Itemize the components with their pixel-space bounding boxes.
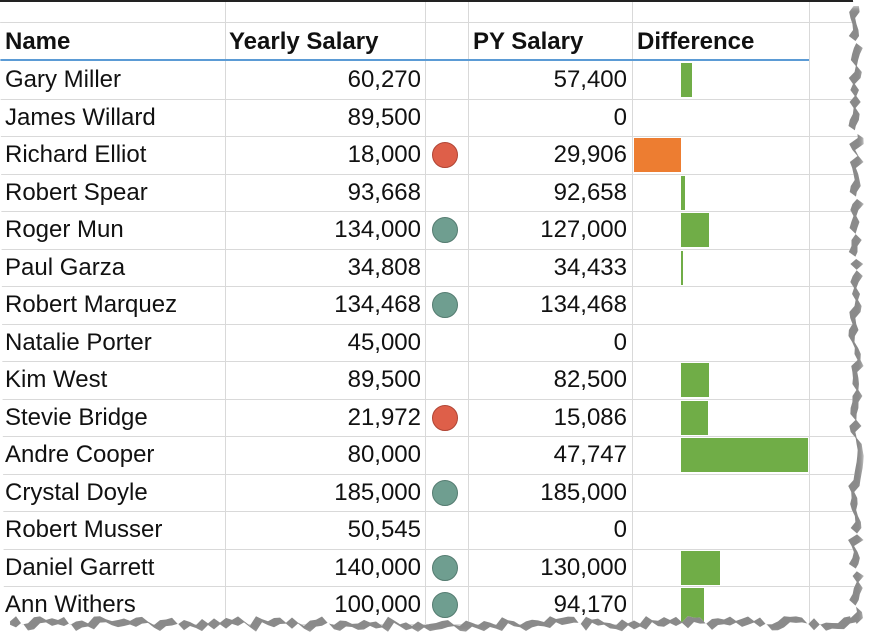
cell-py-salary[interactable]: 0 xyxy=(613,328,627,356)
cell-name[interactable]: Andre Cooper xyxy=(5,441,155,468)
header-border xyxy=(0,59,809,61)
cell-py-salary[interactable]: 185,000 xyxy=(540,478,627,506)
cell-py-salary[interactable]: 15,086 xyxy=(553,403,627,431)
cell-yearly-salary[interactable]: 21,972 xyxy=(347,403,421,431)
cell-name[interactable]: Robert Musser xyxy=(5,516,163,543)
cell-py-salary[interactable]: 82,500 xyxy=(553,366,627,393)
cell-yearly-salary[interactable]: 45,000 xyxy=(347,328,421,356)
gridline xyxy=(0,586,858,587)
difference-data-bar xyxy=(681,363,709,397)
difference-data-bar xyxy=(681,550,721,585)
gridline xyxy=(468,2,469,626)
gridline xyxy=(0,99,858,100)
difference-data-bar xyxy=(681,63,693,97)
difference-data-bar xyxy=(681,213,709,247)
header-name[interactable]: Name xyxy=(5,28,71,55)
cell-yearly-salary[interactable]: 89,500 xyxy=(347,366,421,393)
spreadsheet: Name Yearly Salary PY Salary Difference … xyxy=(0,0,858,626)
teal-circle-icon xyxy=(432,217,458,243)
cell-name[interactable]: Kim West xyxy=(5,366,108,393)
cell-py-salary[interactable]: 47,747 xyxy=(553,441,627,468)
cell-name[interactable]: Stevie Bridge xyxy=(5,403,148,431)
cell-name[interactable]: Gary Miller xyxy=(5,66,122,93)
gridline xyxy=(0,399,858,400)
cell-name[interactable]: Robert Spear xyxy=(5,178,148,206)
header-yearly-salary[interactable]: Yearly Salary xyxy=(229,28,379,55)
gridline xyxy=(0,361,858,362)
gridline xyxy=(0,549,858,550)
cell-yearly-salary[interactable]: 80,000 xyxy=(347,441,421,468)
red-circle-icon xyxy=(432,404,458,431)
difference-data-bar xyxy=(681,400,709,435)
cell-py-salary[interactable]: 134,468 xyxy=(540,291,627,318)
teal-circle-icon xyxy=(432,592,458,618)
cell-yearly-salary[interactable]: 100,000 xyxy=(334,591,421,618)
cell-name[interactable]: Richard Elliot xyxy=(5,141,147,168)
gridline xyxy=(0,174,858,175)
teal-circle-icon xyxy=(432,292,458,318)
cell-name[interactable]: Ann Withers xyxy=(5,591,136,618)
gridline xyxy=(425,2,426,626)
cell-name[interactable]: Daniel Garrett xyxy=(5,553,155,581)
cell-yearly-salary[interactable]: 134,000 xyxy=(334,216,421,243)
gridline xyxy=(0,511,858,512)
cell-name[interactable]: Crystal Doyle xyxy=(5,478,148,506)
difference-data-bar xyxy=(681,175,685,210)
cell-py-salary[interactable]: 127,000 xyxy=(540,216,627,243)
cell-yearly-salary[interactable]: 93,668 xyxy=(347,178,421,206)
cell-py-salary[interactable]: 92,658 xyxy=(553,178,627,206)
gridline xyxy=(225,2,226,626)
cell-yearly-salary[interactable]: 134,468 xyxy=(334,291,421,318)
gridline xyxy=(0,22,858,23)
difference-data-bar xyxy=(681,438,808,472)
cell-name[interactable]: Roger Mun xyxy=(5,216,124,243)
header-py-salary[interactable]: PY Salary xyxy=(473,28,584,55)
cell-py-salary[interactable]: 94,170 xyxy=(553,591,627,618)
cell-name[interactable]: James Willard xyxy=(5,103,156,131)
cell-py-salary[interactable]: 29,906 xyxy=(553,141,627,168)
difference-data-bar xyxy=(681,588,704,622)
cell-name[interactable]: Robert Marquez xyxy=(5,291,178,318)
cell-py-salary[interactable]: 130,000 xyxy=(540,553,627,581)
cell-yearly-salary[interactable]: 50,545 xyxy=(347,516,421,543)
teal-circle-icon xyxy=(432,479,458,506)
gridline xyxy=(809,2,810,626)
cell-yearly-salary[interactable]: 60,270 xyxy=(347,66,421,93)
gridline xyxy=(0,211,858,212)
gridline xyxy=(0,136,858,137)
gridline xyxy=(0,324,858,325)
header-difference[interactable]: Difference xyxy=(637,28,755,55)
cell-py-salary[interactable]: 57,400 xyxy=(553,66,627,93)
cell-yearly-salary[interactable]: 34,808 xyxy=(347,253,421,281)
gridline xyxy=(0,249,858,250)
cell-yearly-salary[interactable]: 18,000 xyxy=(347,141,421,168)
gridline xyxy=(0,436,858,437)
teal-circle-icon xyxy=(432,554,458,581)
difference-data-bar xyxy=(634,138,681,172)
cell-name[interactable]: Paul Garza xyxy=(5,253,126,281)
gridline xyxy=(0,286,858,287)
cell-yearly-salary[interactable]: 89,500 xyxy=(347,103,421,131)
difference-data-bar xyxy=(681,250,683,285)
cell-py-salary[interactable]: 0 xyxy=(613,516,627,543)
cell-py-salary[interactable]: 0 xyxy=(613,103,627,131)
red-circle-icon xyxy=(432,142,458,168)
cell-name[interactable]: Natalie Porter xyxy=(5,328,152,356)
gridline xyxy=(632,2,633,626)
cell-py-salary[interactable]: 34,433 xyxy=(553,253,627,281)
cell-yearly-salary[interactable]: 185,000 xyxy=(334,478,421,506)
gridline xyxy=(0,474,858,475)
cell-yearly-salary[interactable]: 140,000 xyxy=(334,553,421,581)
